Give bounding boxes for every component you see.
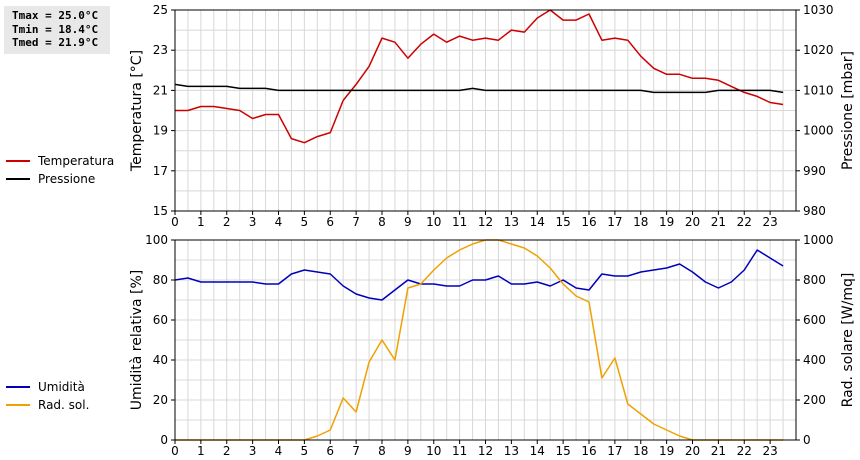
x-tick-label: 8 xyxy=(378,215,386,229)
x-tick-label: 9 xyxy=(404,215,412,229)
y-tick-label-left: 25 xyxy=(153,3,168,17)
x-tick-label: 15 xyxy=(555,215,570,229)
x-tick-label: 19 xyxy=(659,215,674,229)
y-tick-label-right: 0 xyxy=(803,433,811,447)
y-tick-label-right: 400 xyxy=(803,353,826,367)
x-tick-label: 5 xyxy=(301,444,309,458)
x-tick-label: 8 xyxy=(378,444,386,458)
x-tick-label: 17 xyxy=(607,444,622,458)
x-tick-label: 13 xyxy=(504,215,519,229)
x-tick-label: 16 xyxy=(581,215,596,229)
chart-2: 0 1 2 3 4 5 6 7 8 9 10 11 12 13 14 15 16 17 18 19 20 21 22 2302… xyxy=(6,233,856,458)
x-tick-label: 10 xyxy=(426,215,441,229)
x-tick-label: 4 xyxy=(275,444,283,458)
x-tick-label: 18 xyxy=(633,215,648,229)
x-tick-label: 6 xyxy=(326,444,334,458)
x-tick-label: 9 xyxy=(404,444,412,458)
legend-label: Pressione xyxy=(38,172,95,186)
x-tick-label: 12 xyxy=(478,215,493,229)
x-tick-label: 7 xyxy=(352,444,360,458)
y-tick-label-left: 19 xyxy=(153,124,168,138)
y-tick-label-right: 1000 xyxy=(803,233,834,247)
x-tick-label: 6 xyxy=(326,215,334,229)
legend-label: Temperatura xyxy=(37,154,114,168)
y-tick-label-right: 600 xyxy=(803,313,826,327)
x-tick-label: 4 xyxy=(275,215,283,229)
y-tick-label-left: 20 xyxy=(153,393,168,407)
x-tick-label: 17 xyxy=(607,215,622,229)
tmin-label: Tmin = 18.4°C xyxy=(12,22,99,36)
x-tick-label: 14 xyxy=(530,444,545,458)
y-tick-label-right: 800 xyxy=(803,273,826,287)
y-tick-label-left: 40 xyxy=(153,353,168,367)
y-axis-title-right: Rad. solare [W/mq] xyxy=(840,273,856,408)
x-tick-label: 7 xyxy=(352,215,360,229)
x-tick-label: 2 xyxy=(223,215,231,229)
y-tick-label-right: 1030 xyxy=(803,3,834,17)
x-tick-label: 3 xyxy=(249,444,257,458)
x-tick-label: 11 xyxy=(452,444,467,458)
legend-label: Rad. sol. xyxy=(38,398,89,412)
x-tick-label: 1 xyxy=(197,215,205,229)
x-tick-label: 1 xyxy=(197,444,205,458)
y-tick-label-right: 1000 xyxy=(803,124,834,138)
x-tick-label: 19 xyxy=(659,444,674,458)
x-tick-label: 15 xyxy=(555,444,570,458)
y-tick-label-right: 990 xyxy=(803,164,826,178)
y-tick-label-left: 0 xyxy=(160,433,168,447)
x-tick-label: 11 xyxy=(452,215,467,229)
legend-label: Umidità xyxy=(38,380,85,394)
x-tick-label: 5 xyxy=(301,215,309,229)
x-tick-label: 10 xyxy=(426,444,441,458)
x-tick-label: 18 xyxy=(633,444,648,458)
x-tick-label: 16 xyxy=(581,444,596,458)
y-tick-label-right: 980 xyxy=(803,204,826,218)
y-tick-label-left: 17 xyxy=(153,164,168,178)
y-tick-label-left: 15 xyxy=(153,204,168,218)
x-tick-label: 0 xyxy=(171,444,179,458)
x-tick-label: 20 xyxy=(685,444,700,458)
y-tick-label-left: 60 xyxy=(153,313,168,327)
y-axis-title-left: Temperatura [°C] xyxy=(129,50,145,172)
x-tick-label: 20 xyxy=(685,215,700,229)
y-tick-label-left: 100 xyxy=(145,233,168,247)
series-line-umidit xyxy=(174,249,784,301)
y-axis-title-left: Umidità relativa [%] xyxy=(129,270,145,411)
x-tick-label: 14 xyxy=(530,215,545,229)
series-line-temperatura xyxy=(175,9,784,144)
y-tick-label-left: 23 xyxy=(153,43,168,57)
x-tick-label: 22 xyxy=(737,444,752,458)
y-tick-label-right: 200 xyxy=(803,393,826,407)
y-tick-label-right: 1010 xyxy=(803,83,834,97)
x-tick-label: 21 xyxy=(711,215,726,229)
chart-1: 0 1 2 3 4 5 6 7 8 9 10 11 12 13 14 15 16 17 18 19 20 21 22 2315… xyxy=(6,3,856,229)
x-tick-label: 0 xyxy=(171,215,179,229)
x-tick-label: 12 xyxy=(478,444,493,458)
tmed-label: Tmed = 21.9°C xyxy=(12,36,99,49)
x-tick-label: 21 xyxy=(711,444,726,458)
series-line-pressione xyxy=(174,83,784,94)
x-tick-label: 22 xyxy=(737,215,752,229)
stats-box: Tmax = 25.0°C Tmin = 18.4°C Tmed = 21.9°… xyxy=(4,6,110,54)
x-tick-label: 13 xyxy=(504,444,519,458)
y-tick-label-right: 1020 xyxy=(803,43,834,57)
y-tick-label-left: 80 xyxy=(153,273,168,287)
x-tick-label: 23 xyxy=(762,215,777,229)
x-tick-label: 3 xyxy=(249,215,257,229)
y-axis-title-right: Pressione [mbar] xyxy=(840,51,856,170)
y-tick-label-left: 21 xyxy=(153,83,168,97)
tmax-label: Tmax = 25.0°C xyxy=(12,9,99,22)
x-tick-label: 23 xyxy=(762,444,777,458)
x-tick-label: 2 xyxy=(223,444,231,458)
